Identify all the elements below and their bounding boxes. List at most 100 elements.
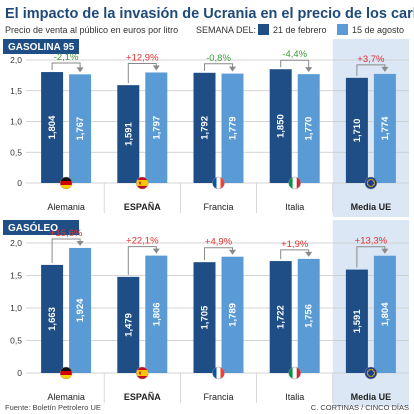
bar-feb (269, 261, 292, 373)
bar-value-aug: 1,789 (228, 303, 239, 327)
category-label: Alemania (47, 202, 85, 212)
change-arrow (127, 246, 157, 275)
section-label: GASÓLEO (8, 221, 58, 234)
change-label: -2,1% (54, 52, 79, 63)
bar-feb (193, 262, 216, 373)
bar-value-aug: 1,804 (380, 302, 391, 326)
eu-flag-icon (364, 177, 377, 189)
change-arrow (127, 62, 157, 84)
chart-subtitle: Precio de venta al público en euros por … (5, 25, 178, 35)
arrow-head (229, 249, 236, 255)
bar-value-aug: 1,767 (75, 117, 86, 141)
change-arrow (204, 247, 233, 261)
spain-flag-icon (136, 177, 149, 189)
bar-value-feb: 1,591 (123, 121, 134, 145)
y-tick-label: 2,0 (10, 55, 22, 65)
y-tick-label: 1,5 (10, 271, 22, 281)
italy-flag-icon (288, 367, 301, 379)
bar-aug (221, 73, 244, 183)
bar-aug (221, 256, 244, 373)
bar-value-feb: 1,710 (352, 119, 363, 143)
change-label: +13,3% (355, 236, 388, 247)
change-label: -0,8% (206, 53, 231, 64)
bar-feb (117, 85, 140, 183)
bar-aug (373, 255, 396, 373)
category-label: Italia (285, 392, 304, 402)
eu-flag-icon (364, 367, 377, 379)
category-label: Alemania (47, 392, 85, 402)
bar-feb (269, 69, 292, 183)
category-label: Media UE (351, 202, 392, 212)
change-arrow (356, 246, 386, 268)
bar-value-feb: 1,792 (200, 116, 211, 140)
bar-value-aug: 1,779 (228, 116, 239, 140)
germany-flag-icon (60, 177, 73, 189)
france-flag-icon (212, 177, 225, 189)
change-arrow (51, 238, 81, 263)
bar-value-feb: 1,663 (47, 307, 58, 331)
bar-feb (193, 72, 216, 183)
y-tick-label: 0,5 (10, 147, 22, 157)
bar-value-aug: 1,756 (304, 304, 315, 328)
y-tick-label: 1,0 (10, 117, 22, 127)
bar-value-feb: 1,722 (276, 305, 287, 329)
arrow-head (381, 248, 389, 254)
legend: 21 de febrero 15 de agosto (258, 24, 404, 35)
change-label: +12,9% (126, 52, 159, 63)
category-label: ESPAÑA (124, 202, 161, 212)
change-label: +4,9% (205, 237, 233, 248)
arrow-head (229, 66, 236, 72)
change-arrow (280, 249, 310, 260)
y-tick-label: 1,0 (10, 303, 22, 313)
category-label: ESPAÑA (124, 392, 161, 402)
bar-aug (297, 258, 320, 373)
change-arrow (204, 63, 233, 71)
category-label: Francia (203, 392, 233, 402)
bar-feb (345, 269, 368, 373)
section-label: GASOLINA 95 (8, 42, 75, 53)
y-tick-label: 0 (17, 178, 22, 188)
bar-feb (117, 276, 140, 373)
bar-value-feb: 1,850 (276, 114, 287, 138)
change-label: +15,6% (50, 228, 83, 239)
arrow-head (305, 251, 313, 257)
bar-aug (69, 247, 92, 373)
bar-value-aug: 1,797 (151, 116, 162, 140)
bar-feb (345, 77, 368, 183)
legend-label-aug: 15 de agosto (352, 25, 404, 35)
germany-flag-icon (60, 367, 73, 379)
legend-swatch-feb (258, 24, 269, 35)
bar-value-feb: 1,804 (47, 115, 58, 139)
legend-swatch-aug (337, 24, 348, 35)
arrow-head (76, 240, 84, 246)
bar-feb (41, 72, 64, 183)
arrow-head (76, 67, 84, 73)
credit-note: C. CORTINAS / CINCO DÍAS (311, 403, 409, 412)
bar-value-feb: 1,479 (123, 313, 134, 337)
arrow-head (381, 66, 389, 72)
category-label: Media UE (351, 392, 392, 402)
bar-value-feb: 1,705 (200, 305, 211, 329)
legend-prefix: SEMANA DEL: (196, 25, 256, 35)
y-tick-label: 2,0 (10, 238, 22, 248)
change-arrow (356, 64, 386, 76)
y-tick-label: 1,5 (10, 86, 22, 96)
change-label: -4,4% (282, 49, 307, 60)
bar-feb (41, 264, 64, 373)
bar-aug (297, 74, 320, 183)
arrow-head (305, 67, 313, 73)
change-arrow (280, 59, 310, 69)
legend-label-feb: 21 de febrero (273, 25, 327, 35)
change-label: +22,1% (126, 236, 159, 247)
bar-value-aug: 1,774 (380, 116, 391, 140)
category-label: Francia (203, 202, 233, 212)
bar-aug (373, 73, 396, 183)
highlight-band (332, 39, 409, 217)
bar-value-feb: 1,591 (352, 309, 363, 333)
change-label: +1,9% (281, 239, 309, 250)
arrow-head (152, 248, 160, 254)
bar-aug (145, 72, 168, 183)
arrow-head (152, 65, 160, 71)
panel-gasolina-95: GASOLINA 95 0 0,5 1,0 1,5 2,0 1,804 1,767 -2,1% A… (3, 39, 409, 217)
